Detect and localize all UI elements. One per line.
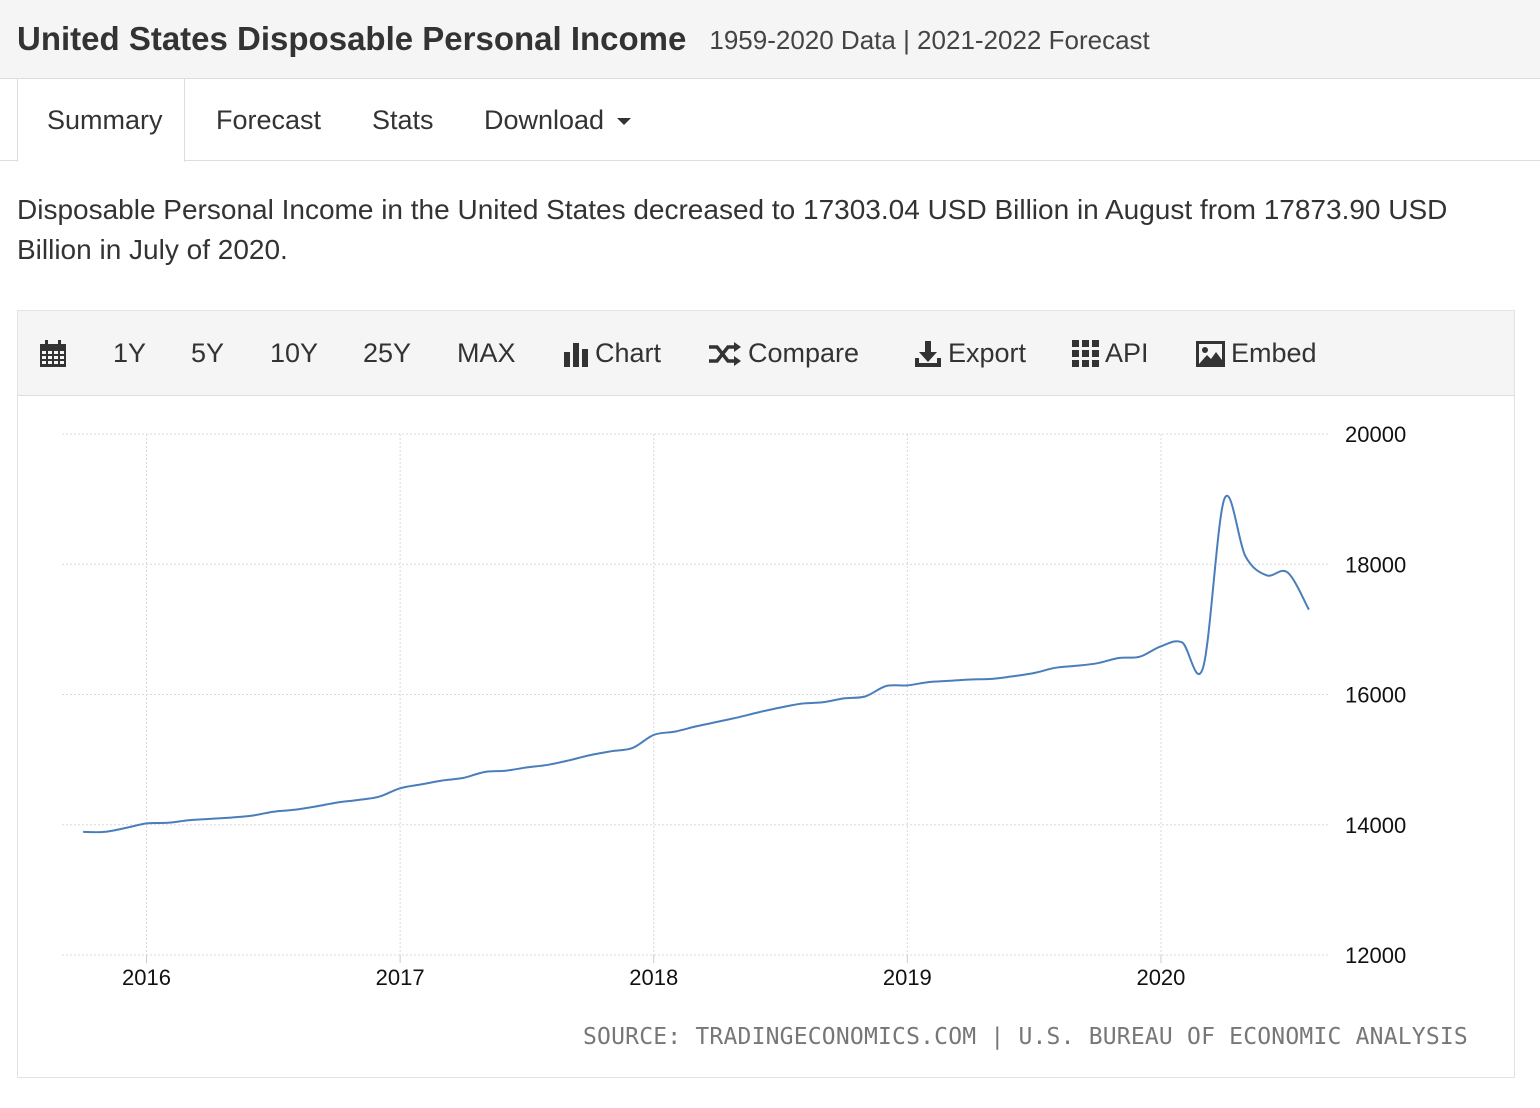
- range-25y-label: 25Y: [363, 338, 412, 368]
- tab-download[interactable]: Download: [484, 79, 632, 161]
- page-title: United States Disposable Personal Income: [17, 20, 687, 57]
- chart-toolbar: 1Y 5Y 10Y 25Y MAX Chart: [18, 311, 1514, 396]
- summary-description: Disposable Personal Income in the United…: [17, 194, 1448, 265]
- range-10y-label: 10Y: [270, 338, 319, 368]
- range-max-button[interactable]: MAX: [457, 311, 516, 396]
- chart-type-button[interactable]: Chart: [563, 311, 661, 396]
- export-button[interactable]: Export: [914, 311, 1026, 396]
- chart-type-label: Chart: [595, 338, 662, 368]
- tab-summary[interactable]: Summary: [17, 79, 185, 162]
- range-5y-label: 5Y: [191, 338, 225, 368]
- embed-label: Embed: [1231, 338, 1317, 368]
- range-5y-button[interactable]: 5Y: [191, 311, 224, 396]
- calendar-button[interactable]: [39, 311, 67, 396]
- export-label: Export: [948, 338, 1027, 368]
- range-10y-button[interactable]: 10Y: [270, 311, 318, 396]
- tab-download-label: Download: [484, 104, 605, 135]
- range-max-label: MAX: [457, 338, 516, 368]
- tab-forecast[interactable]: Forecast: [216, 79, 321, 161]
- tab-summary-label: Summary: [47, 105, 163, 135]
- tab-stats[interactable]: Stats: [372, 79, 434, 161]
- caret-down-icon: [617, 118, 632, 125]
- tab-bar: Summary Forecast Stats Download: [0, 79, 1540, 162]
- shuffle-icon: [709, 341, 741, 366]
- api-label: API: [1105, 338, 1149, 368]
- range-1y-button[interactable]: 1Y: [113, 311, 146, 396]
- image-icon: [1196, 340, 1225, 367]
- tab-stats-label: Stats: [372, 104, 434, 135]
- page-header: United States Disposable Personal Income…: [0, 0, 1540, 79]
- chart-source: SOURCE: TRADINGECONOMICS.COM | U.S. BURE…: [583, 1024, 1468, 1050]
- download-icon: [915, 340, 941, 367]
- page-subtitle: 1959-2020 Data | 2021-2022 Forecast: [709, 24, 1150, 55]
- compare-button[interactable]: Compare: [708, 311, 859, 396]
- compare-label: Compare: [748, 338, 860, 368]
- tab-forecast-label: Forecast: [216, 104, 322, 135]
- grid-icon: [1072, 340, 1099, 367]
- range-25y-button[interactable]: 25Y: [363, 311, 411, 396]
- range-1y-label: 1Y: [113, 338, 147, 368]
- bar-chart-icon: [564, 342, 588, 367]
- chart-panel: 1Y 5Y 10Y 25Y MAX Chart: [17, 310, 1515, 1078]
- embed-button[interactable]: Embed: [1196, 311, 1317, 396]
- calendar-icon: [40, 339, 66, 367]
- api-button[interactable]: API: [1072, 311, 1149, 396]
